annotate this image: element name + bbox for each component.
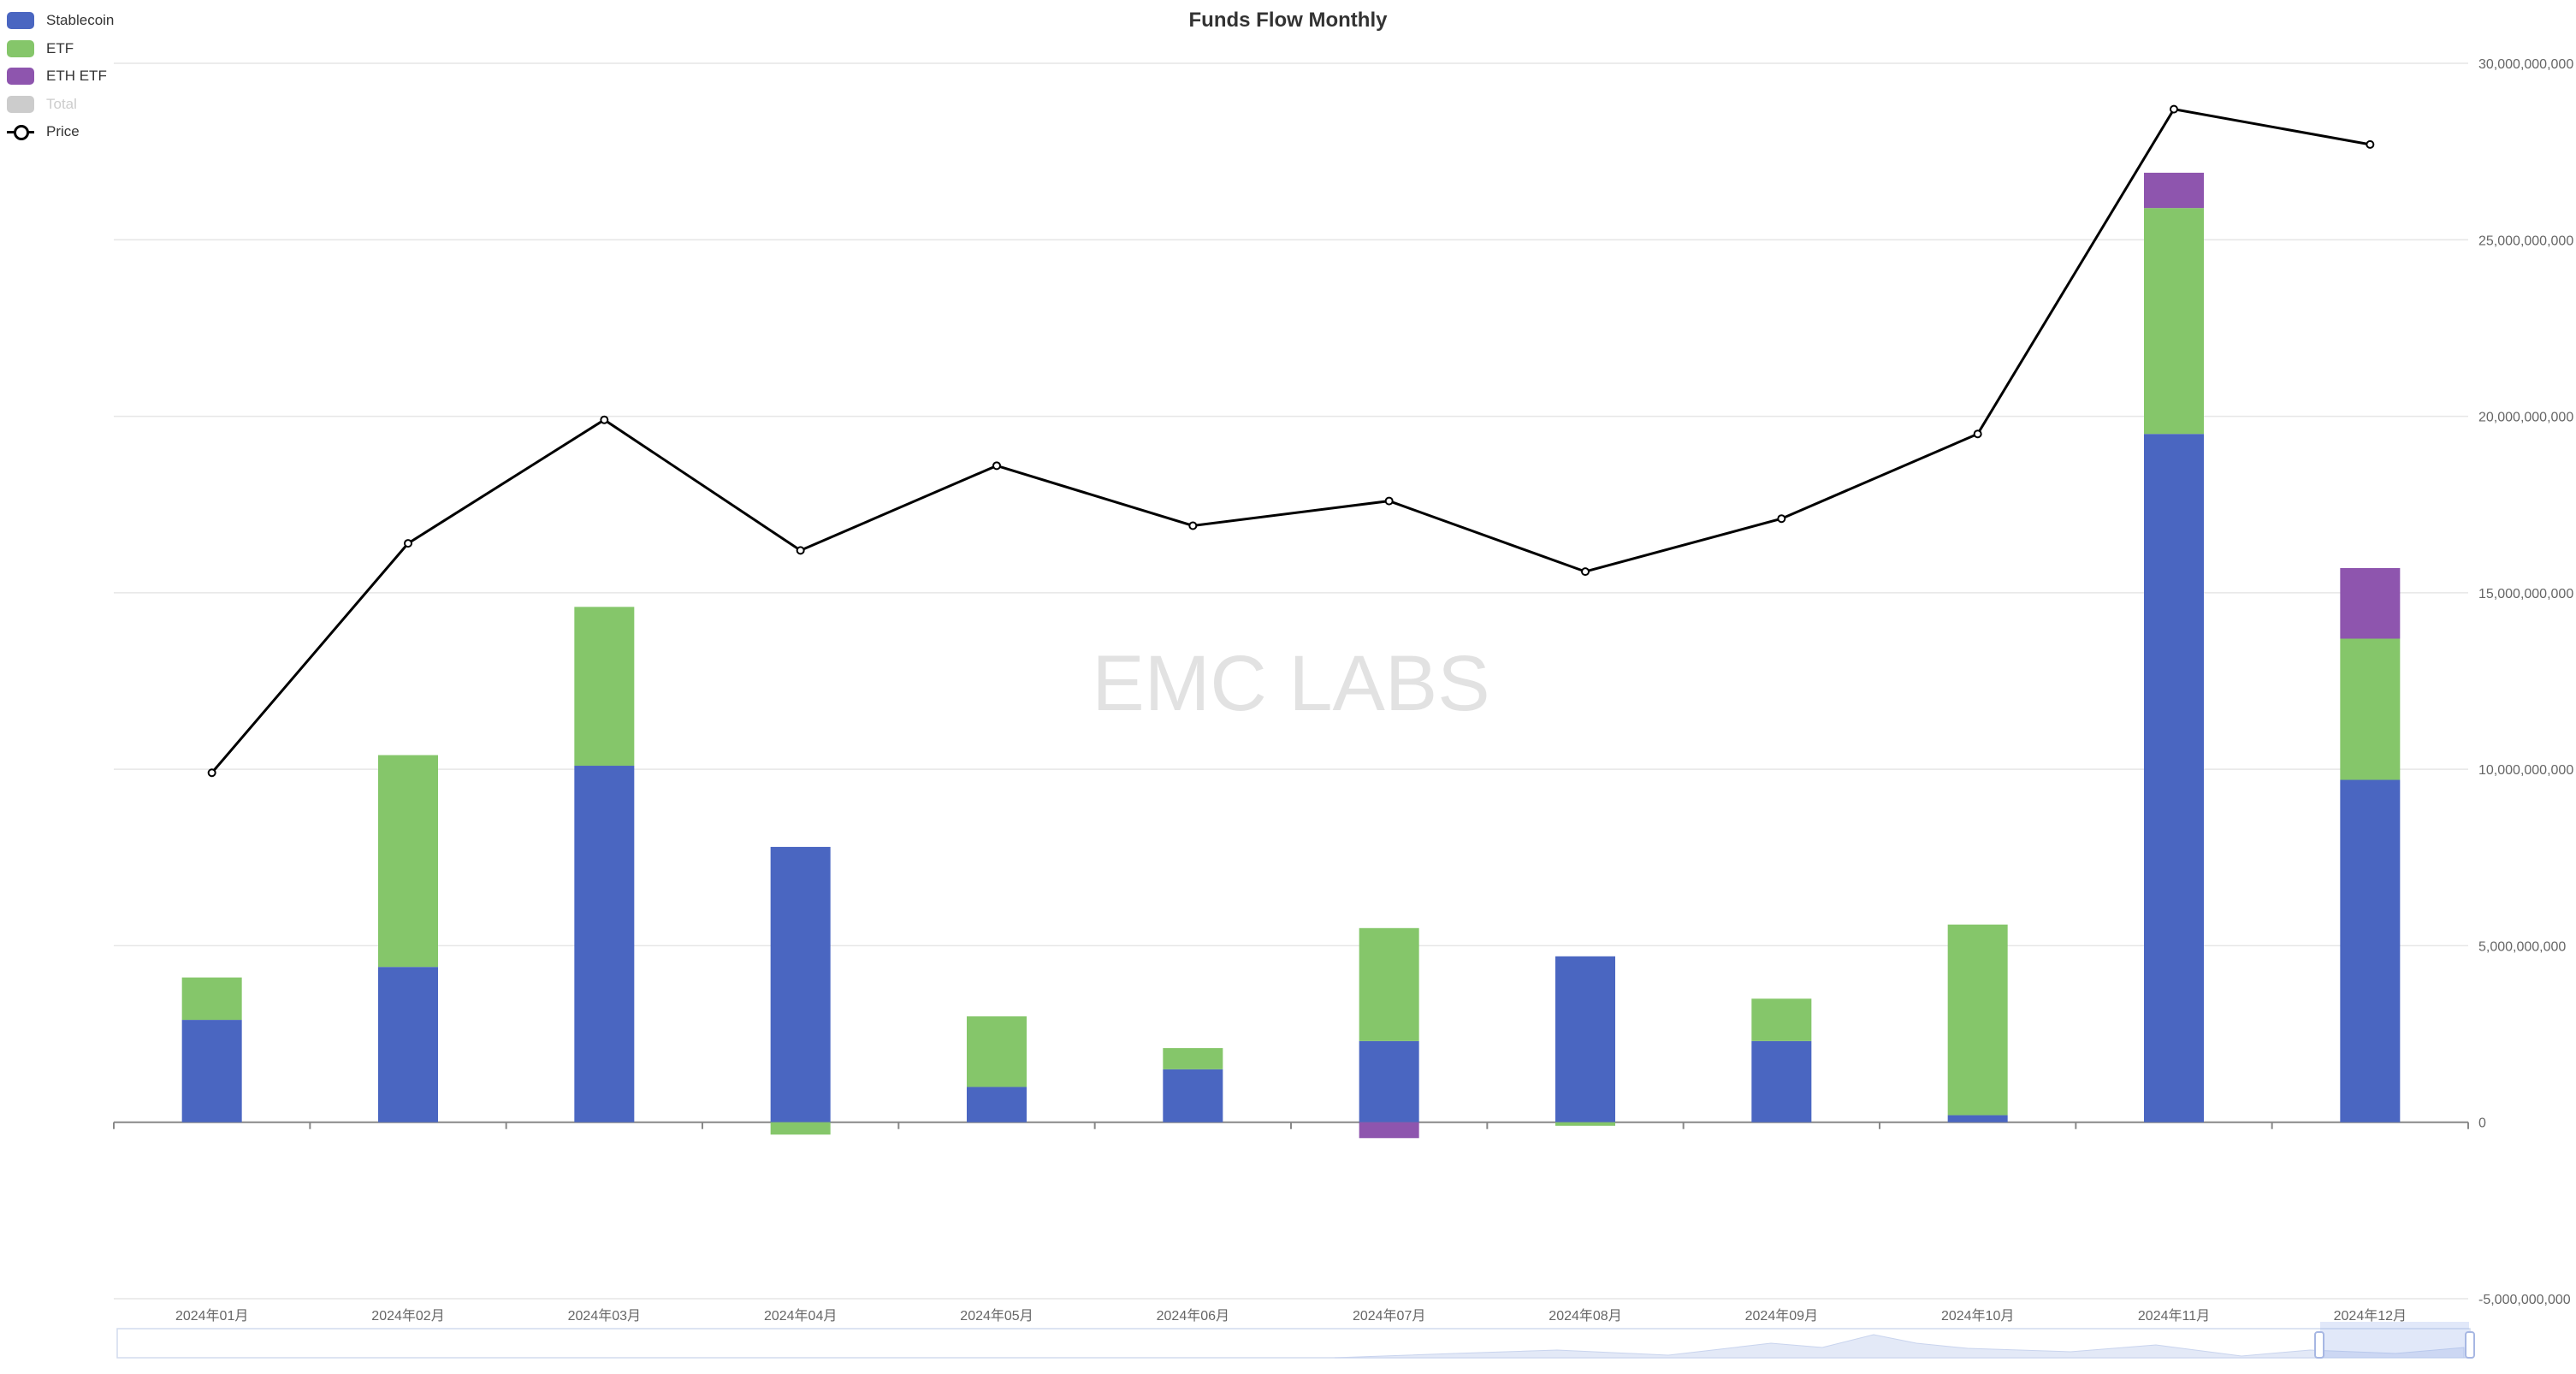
price-point bbox=[1188, 521, 1198, 530]
x-tick-label: 2024年03月 bbox=[568, 1308, 641, 1324]
legend-swatch-icon bbox=[7, 12, 34, 30]
y-tick-label: 25,000,000,000 bbox=[2478, 234, 2573, 248]
legend-swatch-icon bbox=[7, 39, 34, 57]
legend-label: ETH ETF bbox=[46, 68, 107, 85]
bar-stablecoin bbox=[2340, 779, 2401, 1122]
legend-item-eth-etf[interactable]: ETH ETF bbox=[7, 62, 114, 91]
y-tick-label: 10,000,000,000 bbox=[2478, 763, 2573, 778]
x-tick-label: 2024年12月 bbox=[2334, 1308, 2407, 1324]
data-zoom-slider[interactable] bbox=[116, 1322, 2475, 1359]
bar-stablecoin bbox=[574, 766, 635, 1122]
price-point bbox=[992, 461, 1001, 471]
x-tick-label: 2024年06月 bbox=[1157, 1308, 1229, 1324]
bar-etf bbox=[1947, 924, 2008, 1116]
x-tick-label: 2024年08月 bbox=[1549, 1308, 1621, 1324]
data-zoom-selection bbox=[2320, 1322, 2469, 1358]
price-point bbox=[2170, 104, 2178, 114]
watermark: EMC LABS bbox=[1092, 640, 1489, 727]
bar-stablecoin bbox=[967, 1087, 1027, 1122]
data-zoom-handle-right[interactable] bbox=[2465, 1331, 2475, 1359]
y-tick-label: 30,000,000,000 bbox=[2478, 57, 2573, 72]
bar-stablecoin bbox=[770, 846, 831, 1122]
x-tick-label: 2024年05月 bbox=[960, 1308, 1033, 1324]
bar-stablecoin bbox=[1555, 956, 1615, 1122]
bar-stablecoin bbox=[1947, 1115, 2008, 1122]
legend-label: ETF bbox=[46, 39, 74, 56]
bar-stablecoin bbox=[1163, 1069, 1223, 1122]
y-tick-label: 20,000,000,000 bbox=[2478, 411, 2573, 425]
x-tick-label: 2024年07月 bbox=[1353, 1308, 1425, 1324]
x-tick-label: 2024年04月 bbox=[764, 1308, 837, 1324]
price-point bbox=[600, 415, 609, 424]
bar-etf bbox=[574, 607, 635, 767]
legend-label: Total bbox=[46, 95, 77, 112]
bar-eth-etf bbox=[2340, 567, 2401, 639]
price-line bbox=[210, 107, 2371, 774]
bar-etf bbox=[2144, 208, 2204, 435]
bar-etf bbox=[1751, 998, 1812, 1041]
y-tick-label: -5,000,000,000 bbox=[2478, 1293, 2571, 1307]
x-tick-label: 2024年10月 bbox=[1941, 1308, 2014, 1324]
price-point bbox=[1581, 567, 1590, 577]
bar-etf bbox=[1163, 1048, 1223, 1069]
price-point bbox=[207, 768, 216, 778]
x-tick-label: 2024年09月 bbox=[1745, 1308, 1818, 1324]
x-tick-label: 2024年02月 bbox=[371, 1308, 444, 1324]
legend-item-etf[interactable]: ETF bbox=[7, 35, 114, 63]
price-point bbox=[404, 539, 412, 548]
bar-etf bbox=[1555, 1122, 1615, 1126]
bar-stablecoin bbox=[1751, 1040, 1812, 1122]
legend-line-marker-icon bbox=[7, 123, 34, 141]
y-tick-label: 0 bbox=[2478, 1116, 2486, 1131]
price-point bbox=[1777, 514, 1786, 524]
bar-stablecoin bbox=[2144, 434, 2204, 1122]
data-zoom-handle-left[interactable] bbox=[2314, 1331, 2324, 1359]
chart-title: Funds Flow Monthly bbox=[1188, 9, 1388, 32]
bar-etf bbox=[181, 977, 242, 1021]
price-point bbox=[1384, 496, 1394, 506]
bar-etf bbox=[1359, 927, 1419, 1041]
bar-etf bbox=[378, 755, 438, 968]
legend-label: Stablecoin bbox=[46, 12, 115, 29]
legend-item-price[interactable]: Price bbox=[7, 118, 114, 146]
x-tick-label: 2024年01月 bbox=[175, 1308, 248, 1324]
bar-stablecoin bbox=[181, 1020, 242, 1122]
legend: Stablecoin ETF ETH ETF Total Price bbox=[7, 7, 114, 146]
price-point bbox=[1973, 429, 1982, 439]
bar-stablecoin bbox=[1359, 1040, 1419, 1122]
legend-item-stablecoin[interactable]: Stablecoin bbox=[7, 7, 114, 35]
price-point bbox=[796, 546, 805, 555]
bar-etf bbox=[967, 1016, 1027, 1087]
legend-swatch-icon bbox=[7, 68, 34, 86]
bar-eth-etf bbox=[2144, 172, 2204, 209]
legend-swatch-icon bbox=[7, 95, 34, 113]
y-tick-label: 15,000,000,000 bbox=[2478, 587, 2573, 601]
data-zoom-preview bbox=[1334, 1334, 2465, 1359]
legend-item-total[interactable]: Total bbox=[7, 91, 114, 119]
bar-stablecoin bbox=[378, 967, 438, 1122]
y-tick-label: 5,000,000,000 bbox=[2478, 939, 2566, 954]
legend-label: Price bbox=[46, 123, 80, 140]
bar-etf bbox=[2340, 638, 2401, 780]
price-point bbox=[2366, 139, 2375, 149]
bar-etf bbox=[770, 1122, 831, 1135]
bar-eth-etf bbox=[1359, 1122, 1419, 1139]
x-tick-label: 2024年11月 bbox=[2138, 1308, 2210, 1324]
